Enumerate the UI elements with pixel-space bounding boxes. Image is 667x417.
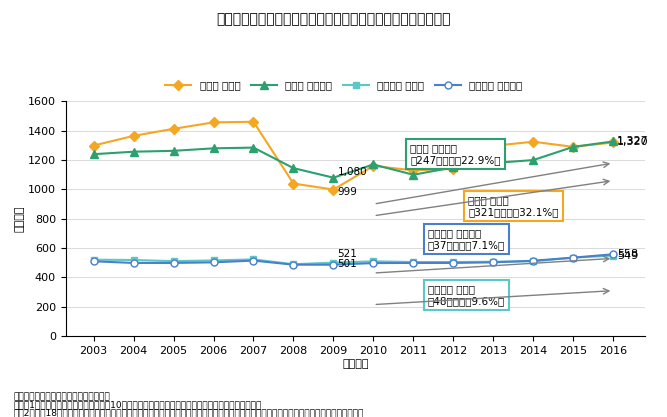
Text: 中小企業 非製造業
＋37万円（＋7.1%）: 中小企業 非製造業 ＋37万円（＋7.1%） xyxy=(428,228,505,250)
Y-axis label: （万円）: （万円） xyxy=(15,206,25,232)
Text: 999: 999 xyxy=(338,187,358,197)
X-axis label: （年度）: （年度） xyxy=(342,359,369,369)
Text: 大企業 製造業
＋321万円（＋32.1%）: 大企業 製造業 ＋321万円（＋32.1%） xyxy=(468,195,559,217)
Text: 資料：財務省「法人企業統計調査年報」: 資料：財務省「法人企業統計調査年報」 xyxy=(13,392,110,401)
Text: 中小企業 製造業
＋48万円（＋9.6%）: 中小企業 製造業 ＋48万円（＋9.6%） xyxy=(428,284,505,306)
Text: 521: 521 xyxy=(338,249,358,259)
Text: （注）1．ここでいう大企業とは資本金10億円以上、中小企業とは資本金１億円未満の企業とする。: （注）1．ここでいう大企業とは資本金10億円以上、中小企業とは資本金１億円未満の… xyxy=(13,400,261,409)
Text: 2．平成18年度調査以前は付加価値額＝営業純益（営業利益－支払利息等）＋役員給与＋従業員給与＋福利厚生費＋支払利息等＋動産・不: 2．平成18年度調査以前は付加価値額＝営業純益（営業利益－支払利息等）＋役員給与… xyxy=(13,409,364,417)
Text: 558: 558 xyxy=(617,249,638,259)
Text: 549: 549 xyxy=(617,251,638,261)
Legend: 大企業 製造業, 大企業 非製造業, 中小企業 製造業, 中小企業 非製造業: 大企業 製造業, 大企業 非製造業, 中小企業 製造業, 中小企業 非製造業 xyxy=(161,76,526,94)
Text: 501: 501 xyxy=(338,259,357,269)
Text: 1,080: 1,080 xyxy=(338,167,367,177)
Text: 大企業 非製造業
＋247万円（＋22.9%）: 大企業 非製造業 ＋247万円（＋22.9%） xyxy=(410,143,501,165)
Text: 1,327: 1,327 xyxy=(617,136,649,146)
Text: 1,320: 1,320 xyxy=(617,138,649,148)
Text: 企業規模別従業員一人当たり付加価値額（労働生産性）の推移: 企業規模別従業員一人当たり付加価値額（労働生産性）の推移 xyxy=(216,13,451,27)
